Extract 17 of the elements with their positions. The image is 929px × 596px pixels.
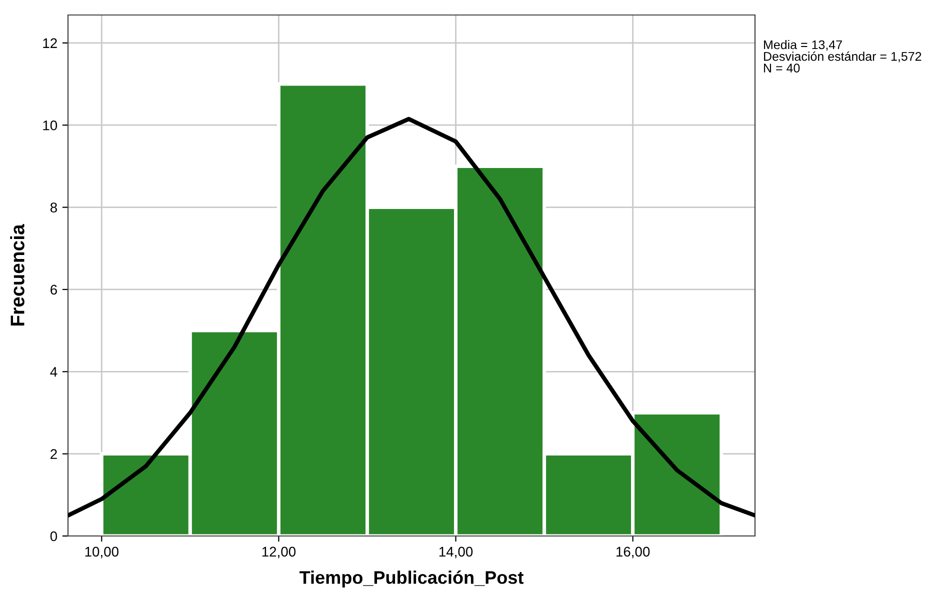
y-tick-label: 10 xyxy=(43,120,58,130)
line-series xyxy=(68,116,755,518)
x-tick-label: 12,00 xyxy=(262,546,296,558)
x-axis-title: Tiempo_Publicación_Post xyxy=(300,570,524,588)
y-tick-label: 4 xyxy=(50,367,58,377)
text: Desviación estándar = 1,572 xyxy=(764,52,922,62)
y-tick-label: 8 xyxy=(50,202,57,212)
y-axis-title: Frecuencia xyxy=(10,224,24,326)
y-tick-label: 6 xyxy=(50,284,57,295)
x-tick-label: 14,00 xyxy=(439,546,473,558)
y-tick-label: 0 xyxy=(50,531,58,542)
x-tick-label: 16,00 xyxy=(616,546,650,558)
text: Media = 13,47 xyxy=(764,40,842,51)
text: N = 40 xyxy=(764,64,800,72)
x-tick-label: 10,00 xyxy=(85,546,118,558)
y-tick-label: 12 xyxy=(43,38,57,48)
y-tick-label: 2 xyxy=(50,449,57,459)
